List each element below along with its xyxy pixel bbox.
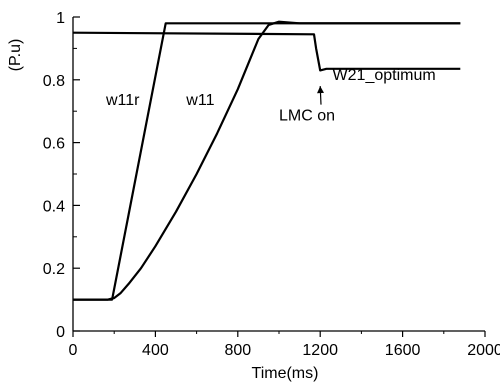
x-tick-label: 0	[69, 342, 78, 359]
y-tick-label: 0.4	[43, 198, 65, 215]
x-tick-label: 1200	[302, 342, 338, 359]
y-tick-label: 0	[56, 324, 65, 341]
y-tick-label: 0.8	[43, 73, 65, 90]
axes	[72, 17, 485, 332]
y-tick-label: 0.6	[43, 136, 65, 153]
series-line-w21-optimum	[72, 31, 461, 72]
annotation-w11: w11	[185, 92, 214, 109]
x-tick-label: 400	[142, 342, 169, 359]
x-ticks: 0 400 800 1200 1600 2000	[69, 331, 500, 359]
x-tick-label: 800	[224, 342, 251, 359]
y-axis-title: (P.u)	[7, 39, 24, 72]
annotation-lmc-on: LMC on	[279, 108, 335, 125]
y-ticks: 0 0.2 0.4 0.6 0.8 1	[43, 10, 80, 341]
y-tick-label: 0.2	[43, 261, 65, 278]
x-tick-label: 1600	[385, 342, 421, 359]
annotations: w11r w11 W21_optimum LMC on	[105, 67, 436, 125]
annotation-arrowhead	[317, 86, 324, 94]
annotation-w21-optimum: W21_optimum	[333, 67, 436, 84]
x-tick-label: 2000	[467, 342, 500, 359]
plot-lines	[72, 20, 461, 301]
series-line-w11	[73, 20, 461, 301]
annotation-w11r: w11r	[105, 92, 140, 109]
x-axis-title: Time(ms)	[252, 365, 319, 382]
series-line-w11r	[73, 22, 461, 301]
y-tick-label: 1	[56, 10, 65, 27]
